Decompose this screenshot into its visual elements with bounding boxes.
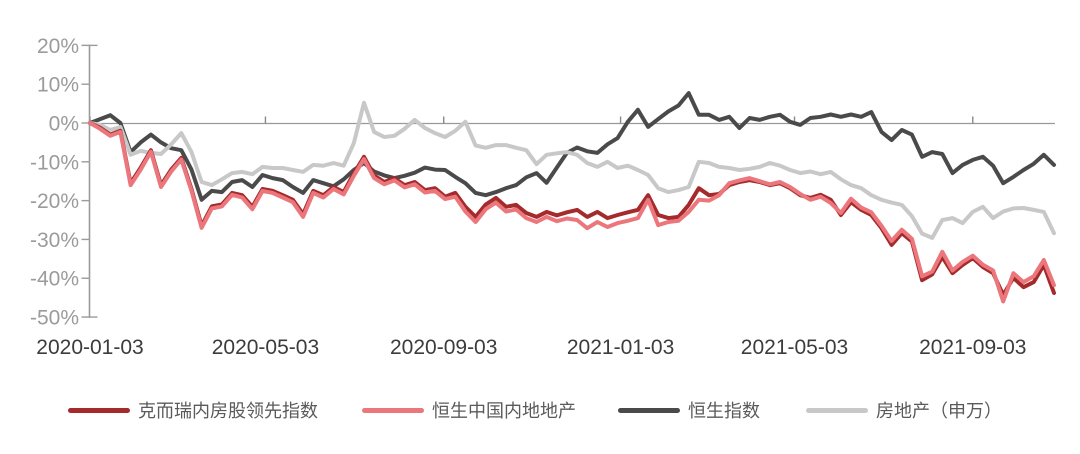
y-axis-label: -20% bbox=[30, 190, 79, 213]
x-axis-label: 2021-01-03 bbox=[567, 336, 674, 359]
legend-label: 房地产（申万） bbox=[876, 401, 1002, 421]
legend-label: 恒生中国内地地产 bbox=[432, 401, 576, 421]
line-chart-svg: 20% 10% 0% -10% -20% -30% -40% -50% 2020-01-03 20… bbox=[30, 35, 1056, 359]
legend-item-2: 恒生指数 bbox=[618, 399, 760, 421]
legend-swatch-icon bbox=[806, 407, 868, 413]
x-axis-label: 2020-05-03 bbox=[212, 336, 319, 359]
legend-swatch-icon bbox=[618, 407, 680, 413]
legend-item-1: 恒生中国内地地产 bbox=[362, 399, 576, 421]
series-line-3 bbox=[88, 100, 1056, 240]
y-axis-label: -10% bbox=[30, 151, 79, 174]
y-axis-label: 20% bbox=[37, 35, 79, 58]
y-axis-label: -40% bbox=[30, 268, 79, 291]
series-line-1 bbox=[88, 121, 1056, 304]
x-axis-label: 2020-09-03 bbox=[390, 336, 497, 359]
legend-item-3: 房地产（申万） bbox=[806, 399, 1002, 421]
series-line-2 bbox=[88, 91, 1056, 202]
legend-label: 克而瑞内房股领先指数 bbox=[138, 401, 318, 421]
chart-legend: 克而瑞内房股领先指数 恒生中国内地地产 恒生指数 房地产（申万） bbox=[0, 399, 1080, 423]
y-axis-label: -50% bbox=[30, 307, 79, 330]
x-axis-label: 2020-01-03 bbox=[36, 336, 143, 359]
y-axis-label: 0% bbox=[49, 113, 79, 136]
x-axis-label: 2021-05-03 bbox=[741, 336, 848, 359]
legend-label: 恒生指数 bbox=[688, 401, 760, 421]
y-axis-label: -30% bbox=[30, 229, 79, 252]
y-axis-label: 10% bbox=[37, 74, 79, 97]
legend-swatch-icon bbox=[362, 407, 424, 413]
legend-swatch-icon bbox=[68, 407, 130, 413]
x-axis-label: 2021-09-03 bbox=[919, 336, 1026, 359]
legend-item-0: 克而瑞内房股领先指数 bbox=[68, 399, 318, 421]
